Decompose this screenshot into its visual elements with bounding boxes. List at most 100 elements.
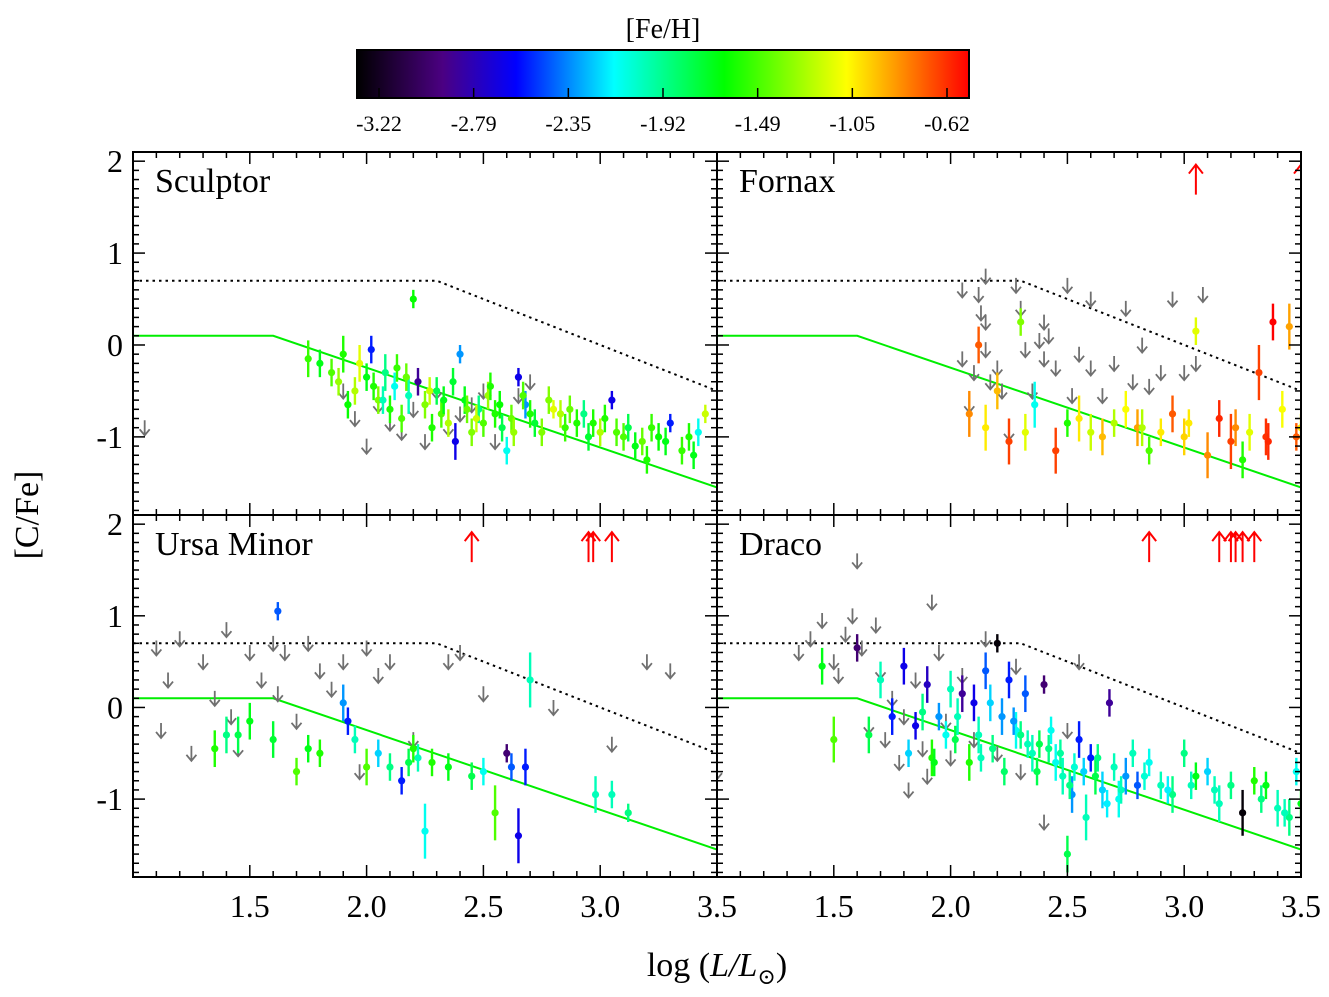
star-point [1164, 776, 1172, 804]
data-point [498, 424, 506, 432]
star-point [1066, 771, 1074, 800]
data-point [1180, 433, 1188, 441]
upper-limit-arrow-shape [1136, 337, 1148, 354]
colorbar-ticks: -3.22 -2.79 -2.35 -1.92 -1.49 -1.05 -0.62 [356, 88, 970, 136]
upper-limit-arrow-shape [909, 672, 922, 689]
data-point [292, 768, 301, 776]
star-point [965, 390, 973, 437]
data-point [1262, 781, 1270, 789]
star-point [1192, 317, 1200, 345]
star-point [977, 744, 985, 772]
star-point [514, 808, 523, 864]
star-point [1070, 753, 1079, 781]
data-point [900, 662, 908, 670]
y-axis-label: [C/Fe] [9, 471, 46, 560]
star-point [1005, 418, 1013, 465]
upper-limit-arrow-shape [337, 654, 349, 671]
data-point [549, 405, 558, 413]
data-point [1180, 749, 1188, 757]
lower-limit-arrow-shape [1188, 162, 1204, 195]
star-point [491, 400, 499, 428]
upper-limit-arrow-shape [979, 342, 992, 359]
star-point [503, 744, 511, 763]
star-point [1231, 409, 1240, 447]
upper-limit-arrow [302, 635, 314, 653]
upper-limit-arrow [255, 672, 268, 689]
data-point [1056, 749, 1064, 757]
data-point [414, 754, 422, 762]
data-point [1227, 781, 1235, 789]
star-point [1047, 716, 1055, 745]
data-point [986, 699, 994, 707]
data-point [1005, 676, 1013, 684]
upper-limit-arrow [353, 764, 366, 781]
upper-limit-arrow-shape [360, 640, 373, 657]
star-point [1040, 675, 1048, 694]
star-point [1075, 721, 1083, 758]
data-point [608, 396, 616, 404]
star-point [1227, 413, 1235, 470]
y-tick-label: 1 [107, 598, 123, 634]
star-point [935, 702, 943, 731]
upper-limit-arrow-shape [793, 645, 805, 662]
star-point [591, 776, 600, 813]
upper-limit-arrow-shape [1061, 722, 1074, 740]
upper-limit-arrow-shape [1019, 342, 1032, 359]
data-point [638, 437, 646, 446]
upper-limit-arrow-shape [1155, 365, 1167, 382]
star-point [463, 395, 471, 424]
data-point [975, 731, 983, 739]
star-point [519, 381, 527, 410]
data-point [1168, 410, 1177, 418]
upper-limit-arrow [984, 374, 997, 391]
star-point [1215, 400, 1223, 437]
star-point [456, 344, 464, 364]
upper-limit-arrow [979, 268, 992, 286]
star-point [1017, 308, 1025, 336]
colorbar-tick-label: -0.62 [924, 111, 970, 136]
data-point [965, 758, 973, 767]
star-point [1138, 409, 1146, 447]
panel-ticks [716, 152, 1302, 515]
data-point [970, 699, 978, 707]
data-point [942, 731, 950, 739]
star-point [923, 666, 931, 703]
star-point [612, 418, 621, 447]
y-tick-label: 1 [107, 235, 123, 271]
data-point [1246, 428, 1254, 436]
data-point [1274, 804, 1282, 812]
star-point [428, 413, 436, 442]
upper-limit-arrow [828, 654, 840, 671]
data-point [1040, 680, 1048, 689]
data-point [507, 763, 516, 771]
colorbar-label: [Fe/H] [626, 14, 701, 45]
data-point [379, 396, 387, 404]
upper-limit-arrow-shape [197, 654, 209, 671]
star-point [545, 386, 553, 414]
upper-limit-arrow [524, 374, 536, 391]
data-point [363, 763, 371, 771]
star-point [444, 753, 452, 781]
upper-limit-arrow [197, 654, 209, 671]
star-point [1133, 771, 1142, 800]
x-tick-label: 3.5 [1281, 888, 1321, 924]
star-point [1098, 771, 1107, 809]
upper-limit-arrow [1043, 328, 1055, 345]
data-point [1063, 419, 1071, 427]
upper-limit-arrow-shape [921, 768, 933, 786]
data-point [1070, 763, 1079, 771]
data-point [405, 758, 413, 767]
upper-limit-arrow [1073, 654, 1085, 671]
upper-limit-arrow-shape [851, 553, 863, 570]
data-point [386, 405, 394, 413]
data-point [351, 735, 359, 744]
upper-limit-arrow [975, 305, 987, 322]
upper-limit-arrow-shape [1190, 355, 1202, 373]
upper-limit-arrow [209, 690, 221, 708]
data-point [1098, 433, 1107, 441]
upper-limit-arrow-shape [804, 631, 817, 648]
upper-limit-arrow-shape [816, 612, 828, 630]
sun-symbol: ⊙ [757, 964, 775, 989]
star-point [386, 395, 394, 424]
data-point [398, 777, 406, 785]
